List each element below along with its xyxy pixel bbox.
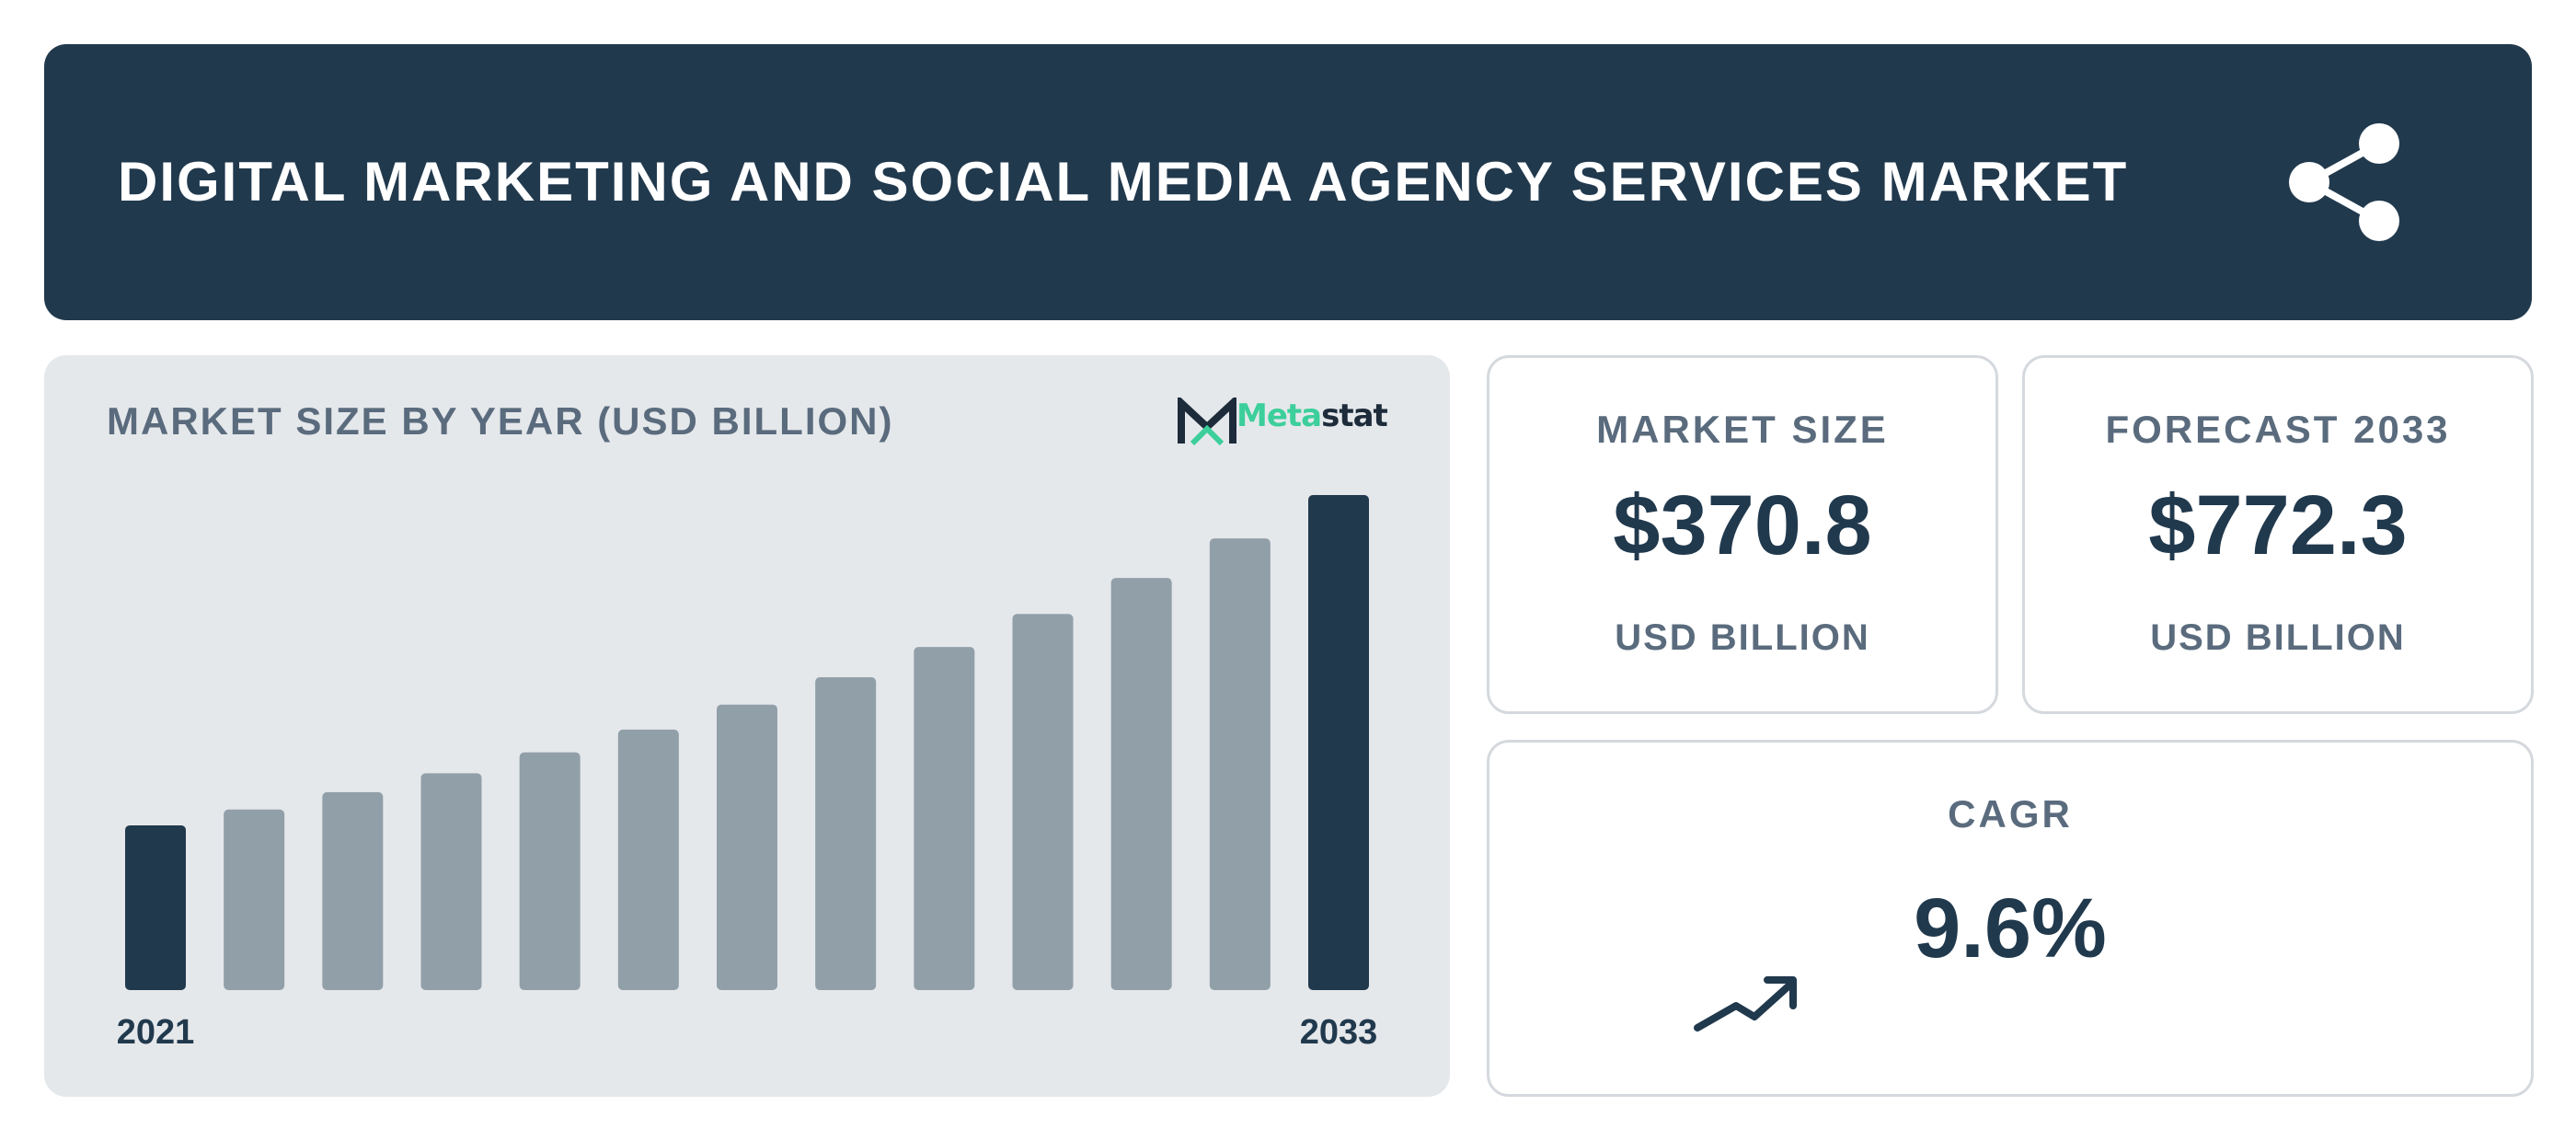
cagr-value: 9.6% [1914,882,2107,975]
market-size-label: MARKET SIZE [1596,408,1889,451]
bar-chart: 2021 2033 [117,495,1378,1052]
bar-2029 [914,647,975,990]
bar-2021 [125,824,186,990]
forecast-value: $772.3 [2148,478,2408,572]
market-size-unit: USD BILLION [1615,617,1870,658]
bar-2023 [322,791,384,990]
market-size-value: $370.8 [1613,478,1872,572]
logo-text: Metastat [1236,398,1388,434]
x-tick-label: 2033 [1300,1013,1378,1052]
bar-2033 [1308,495,1369,990]
bar-2024 [420,773,482,990]
x-tick-label: 2021 [117,1013,195,1052]
trend-up-icon [1694,976,1797,1032]
bar-2031 [1110,578,1172,990]
header-banner: DIGITAL MARKETING AND SOCIAL MEDIA AGENC… [44,44,2532,320]
cagr-label: CAGR [1948,792,2073,836]
page-title: DIGITAL MARKETING AND SOCIAL MEDIA AGENC… [118,151,2129,213]
forecast-card: FORECAST 2033 $772.3 USD BILLION [2022,355,2534,714]
metastat-logo-icon [1178,398,1236,446]
metastat-logo: Metastat [1178,394,1417,453]
bar-2022 [224,809,285,990]
forecast-unit: USD BILLION [2150,617,2406,658]
share-icon[interactable] [2271,118,2418,247]
bar-2025 [519,752,581,990]
chart-title: MARKET SIZE BY YEAR (USD BILLION) [107,399,894,443]
bar-2032 [1209,538,1271,990]
bar-2028 [815,676,877,990]
bar-2027 [717,704,777,990]
bar-2026 [617,729,679,990]
forecast-label: FORECAST 2033 [2105,408,2451,451]
chart-panel: MARKET SIZE BY YEAR (USD BILLION) Metast… [44,355,1450,1097]
cagr-card: CAGR 9.6% [1487,740,2534,1097]
bar-2030 [1012,614,1074,990]
market-size-card: MARKET SIZE $370.8 USD BILLION [1487,355,1998,714]
